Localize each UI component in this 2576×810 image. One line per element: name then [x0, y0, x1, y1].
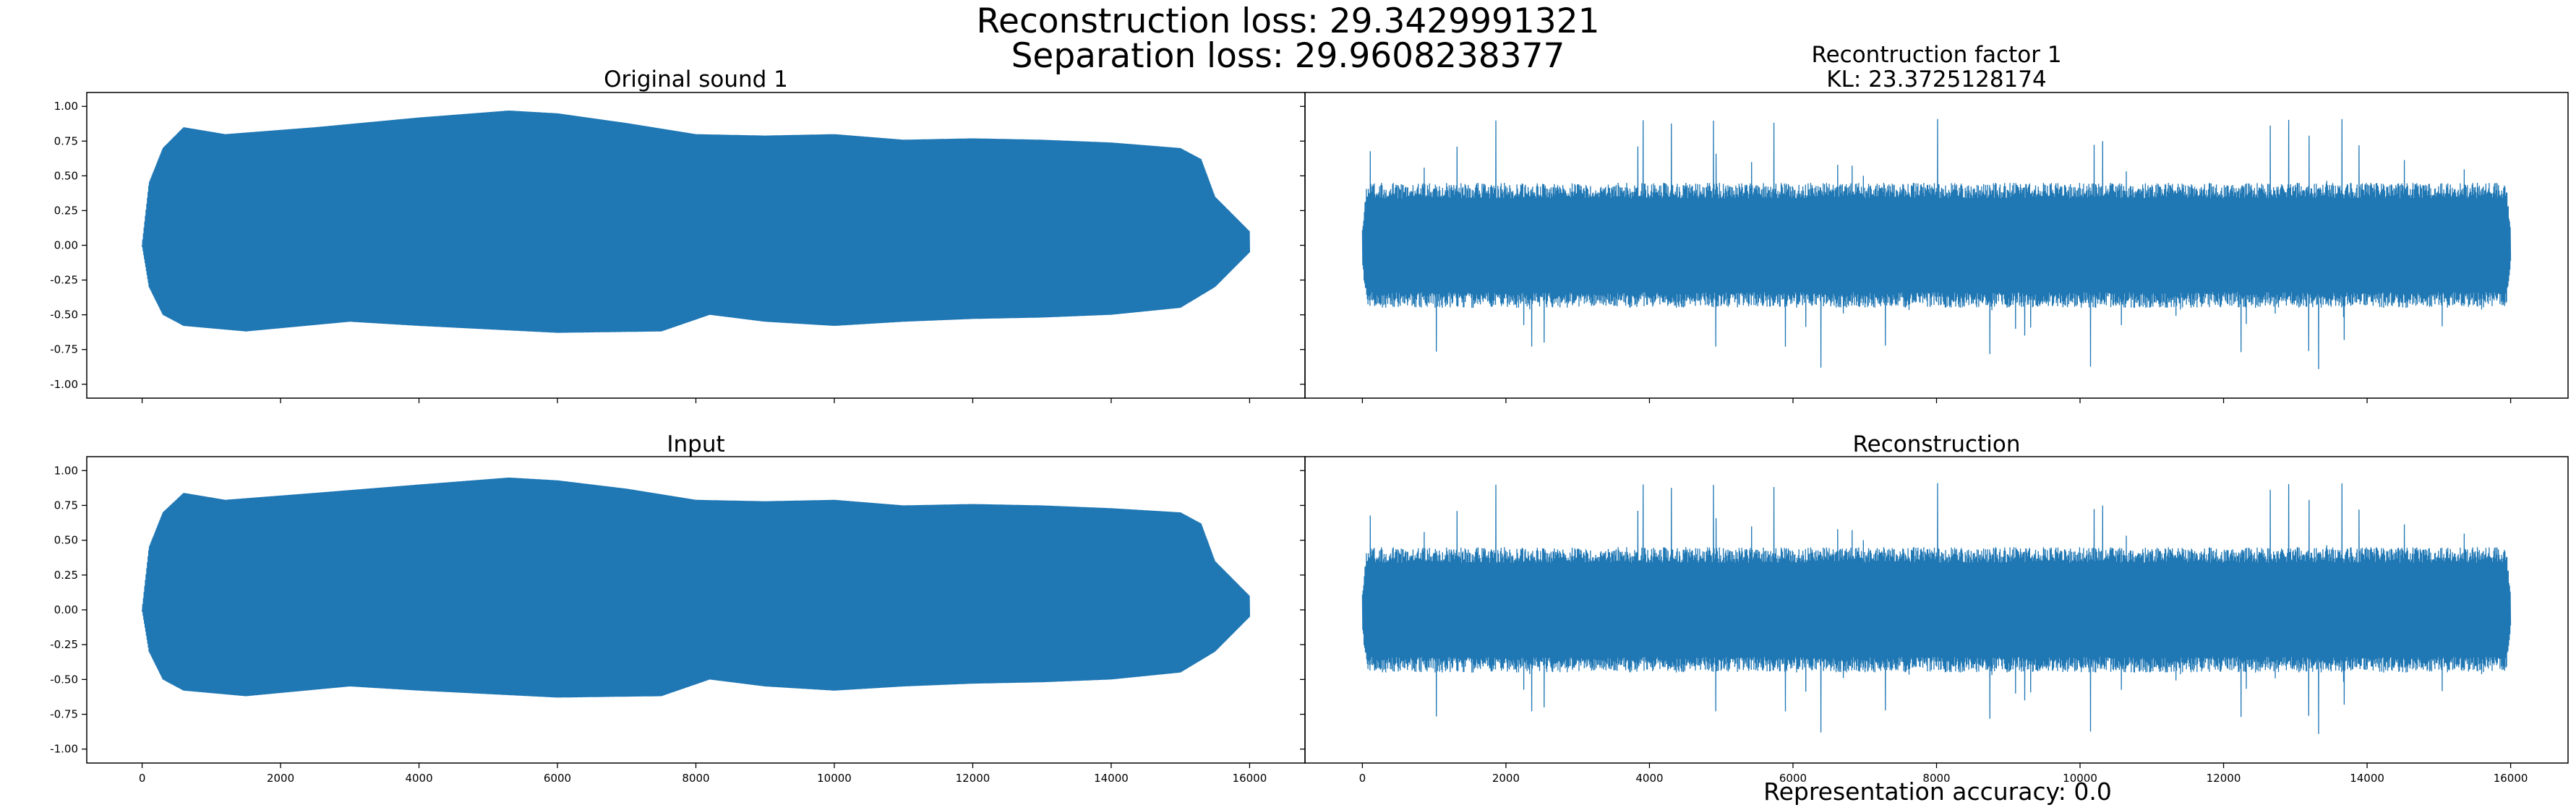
- y-tick-label: 0.75: [54, 499, 78, 512]
- y-tick-label: -0.25: [50, 274, 78, 287]
- y-tick-label: -1.00: [50, 378, 78, 391]
- y-tick-label: -0.50: [50, 309, 78, 322]
- x-tick-label: 0: [1359, 772, 1366, 785]
- x-tick-label: 14000: [2350, 772, 2384, 785]
- x-tick-label: 0: [139, 772, 146, 785]
- subplot-2: Recontruction factor 1KL: 23.3725128174: [1300, 42, 2569, 403]
- y-tick-label: 0.00: [54, 239, 78, 252]
- x-tick-label: 8000: [682, 772, 709, 785]
- subplot-1: Original sound 1 -1.00 -0.75 -0.50 -0.25 0.00…: [50, 66, 1306, 403]
- x-tick-label: 8000: [1922, 772, 1950, 785]
- subplot-title: Recontruction factor 1: [1811, 42, 2061, 68]
- x-tick-label: 12000: [956, 772, 990, 785]
- y-tick-label: 0.25: [54, 569, 78, 582]
- representation-accuracy-label: Representation accuracy: 0.0: [1763, 777, 2112, 806]
- y-tick-label: -0.75: [50, 343, 78, 356]
- y-tick-label: 1.00: [54, 464, 78, 477]
- suptitle-separation-loss: Separation loss: 29.9608238377: [1011, 36, 1565, 76]
- y-tick-label: -1.00: [50, 743, 78, 756]
- waveform-series: [141, 110, 1250, 333]
- x-tick-label: 2000: [267, 772, 294, 785]
- x-tick-label: 16000: [1233, 772, 1267, 785]
- y-tick-label: 0.50: [54, 169, 78, 182]
- x-tick-label: 4000: [1635, 772, 1663, 785]
- x-tick-label: 12000: [2207, 772, 2241, 785]
- y-tick-label: 0.75: [54, 134, 78, 147]
- y-tick-label: 0.25: [54, 204, 78, 217]
- x-tick-label: 6000: [1779, 772, 1807, 785]
- waveform-series: [1361, 483, 2512, 734]
- y-tick-label: 0.50: [54, 534, 78, 547]
- subplot-title: Original sound 1: [604, 66, 788, 92]
- subplot-4: Reconstruction 0 2000 4000 6000 8000 10000 1200…: [1300, 431, 2569, 785]
- y-tick-label: 0.00: [54, 603, 78, 616]
- subplot-title: Reconstruction: [1852, 431, 2020, 457]
- y-tick-label: -0.50: [50, 673, 78, 686]
- x-tick-label: 2000: [1492, 772, 1520, 785]
- subplot-title: Input: [667, 431, 724, 457]
- suptitle-reconstruction-loss: Reconstruction loss: 29.3429991321: [976, 1, 1600, 41]
- y-tick-label: -0.25: [50, 638, 78, 651]
- x-tick-label: 10000: [817, 772, 852, 785]
- x-tick-label: 16000: [2494, 772, 2528, 785]
- subplot-title: KL: 23.3725128174: [1826, 66, 2046, 92]
- waveform-series: [1361, 119, 2512, 369]
- y-tick-label: 1.00: [54, 100, 78, 113]
- x-tick-label: 4000: [405, 772, 432, 785]
- waveform-series: [141, 477, 1250, 698]
- x-tick-label: 6000: [544, 772, 571, 785]
- x-tick-label: 14000: [1094, 772, 1129, 785]
- subplot-3: Input -1.00 -0.75 -0.50 -0.25 0.00 0.25 0.50 0.7…: [50, 431, 1306, 785]
- y-tick-label: -0.75: [50, 708, 78, 721]
- x-tick-label: 10000: [2063, 772, 2097, 785]
